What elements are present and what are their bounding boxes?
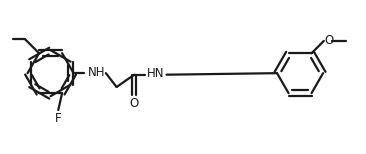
Text: F: F xyxy=(55,111,61,125)
Text: O: O xyxy=(325,34,334,47)
Text: HN: HN xyxy=(146,67,164,80)
Text: O: O xyxy=(130,97,139,110)
Text: NH: NH xyxy=(87,66,105,79)
